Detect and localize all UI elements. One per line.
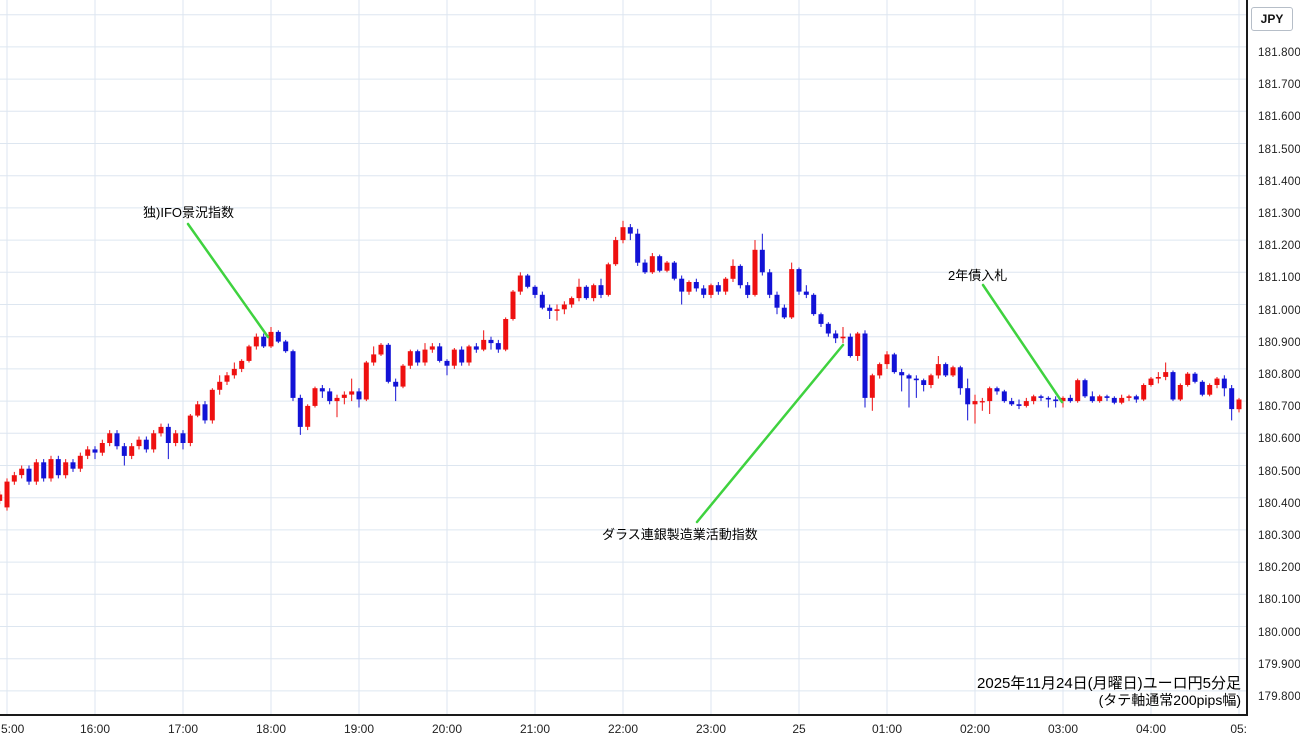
time-axis-label: 20:00 [431,722,463,736]
price-axis-label: 181.300 [1258,208,1300,220]
price-axis-label: 180.200 [1258,562,1300,575]
time-axis-label: 04:00 [1135,722,1167,736]
time-axis-label: 25 [792,722,806,736]
time-axis-label: 23:00 [695,722,727,736]
chart-caption-date-line: 2025年11月24日(月曜日)ユーロ円5分足 [977,675,1241,692]
price-axis-label: 180.900 [1258,336,1300,349]
price-axis-label: 180.100 [1258,594,1300,607]
price-axis-label: 180.800 [1258,369,1300,381]
price-axis-label: 180.700 [1258,401,1300,414]
price-axis-label: 181.600 [1258,111,1300,124]
price-axis-label: 181.100 [1258,272,1300,285]
price-axis-label: 180.500 [1258,465,1300,478]
time-axis-label: 21:00 [519,722,551,736]
annotation-dallas-fed-label: ダラス連銀製造業活動指数 [602,527,758,542]
time-axis-separator [0,714,1247,716]
price-axis-label: 179.900 [1258,658,1300,671]
chart-caption: 2025年11月24日(月曜日)ユーロ円5分足 (タテ軸通常200pips幅) [977,675,1241,708]
candlestick-chart[interactable] [0,0,1247,716]
price-axis-label: 181.700 [1258,79,1300,92]
price-axis-label: 180.300 [1258,530,1300,542]
time-axis-label: 19:00 [343,722,375,736]
price-axis-label: 180.400 [1258,497,1300,510]
chart-caption-scale-line: (タテ軸通常200pips幅) [1098,691,1241,708]
price-axis-label: 181.000 [1258,304,1300,317]
annotation-ifo-label: 独)IFO景況指数 [143,205,234,220]
price-axis-label: 180.000 [1258,626,1300,639]
time-axis-label: 16:00 [79,722,111,736]
time-axis-label: 22:00 [607,722,639,736]
time-axis-label: 02:00 [959,722,991,736]
price-axis-label: 181.200 [1258,240,1300,253]
price-axis-label: 181.500 [1258,143,1300,156]
time-axis-label: 03:00 [1047,722,1079,736]
time-axis-label: 5:00 [1,722,25,736]
time-axis-label: 17:00 [167,722,199,736]
price-axis-label: 179.800 [1258,691,1300,703]
price-axis-label: 180.600 [1258,433,1300,446]
time-axis-label: 05: [1230,722,1247,736]
price-axis-label: 181.400 [1258,175,1300,188]
currency-button[interactable]: JPY [1251,7,1293,31]
time-axis-label: 18:00 [255,722,287,736]
price-axis-label: 181.800 [1258,47,1300,59]
time-axis-label: 01:00 [871,722,903,736]
price-axis-separator [1246,0,1248,716]
candlestick-plot-area[interactable] [0,0,1247,716]
annotation-2yr-auction-label: 2年債入札 [948,268,1008,283]
